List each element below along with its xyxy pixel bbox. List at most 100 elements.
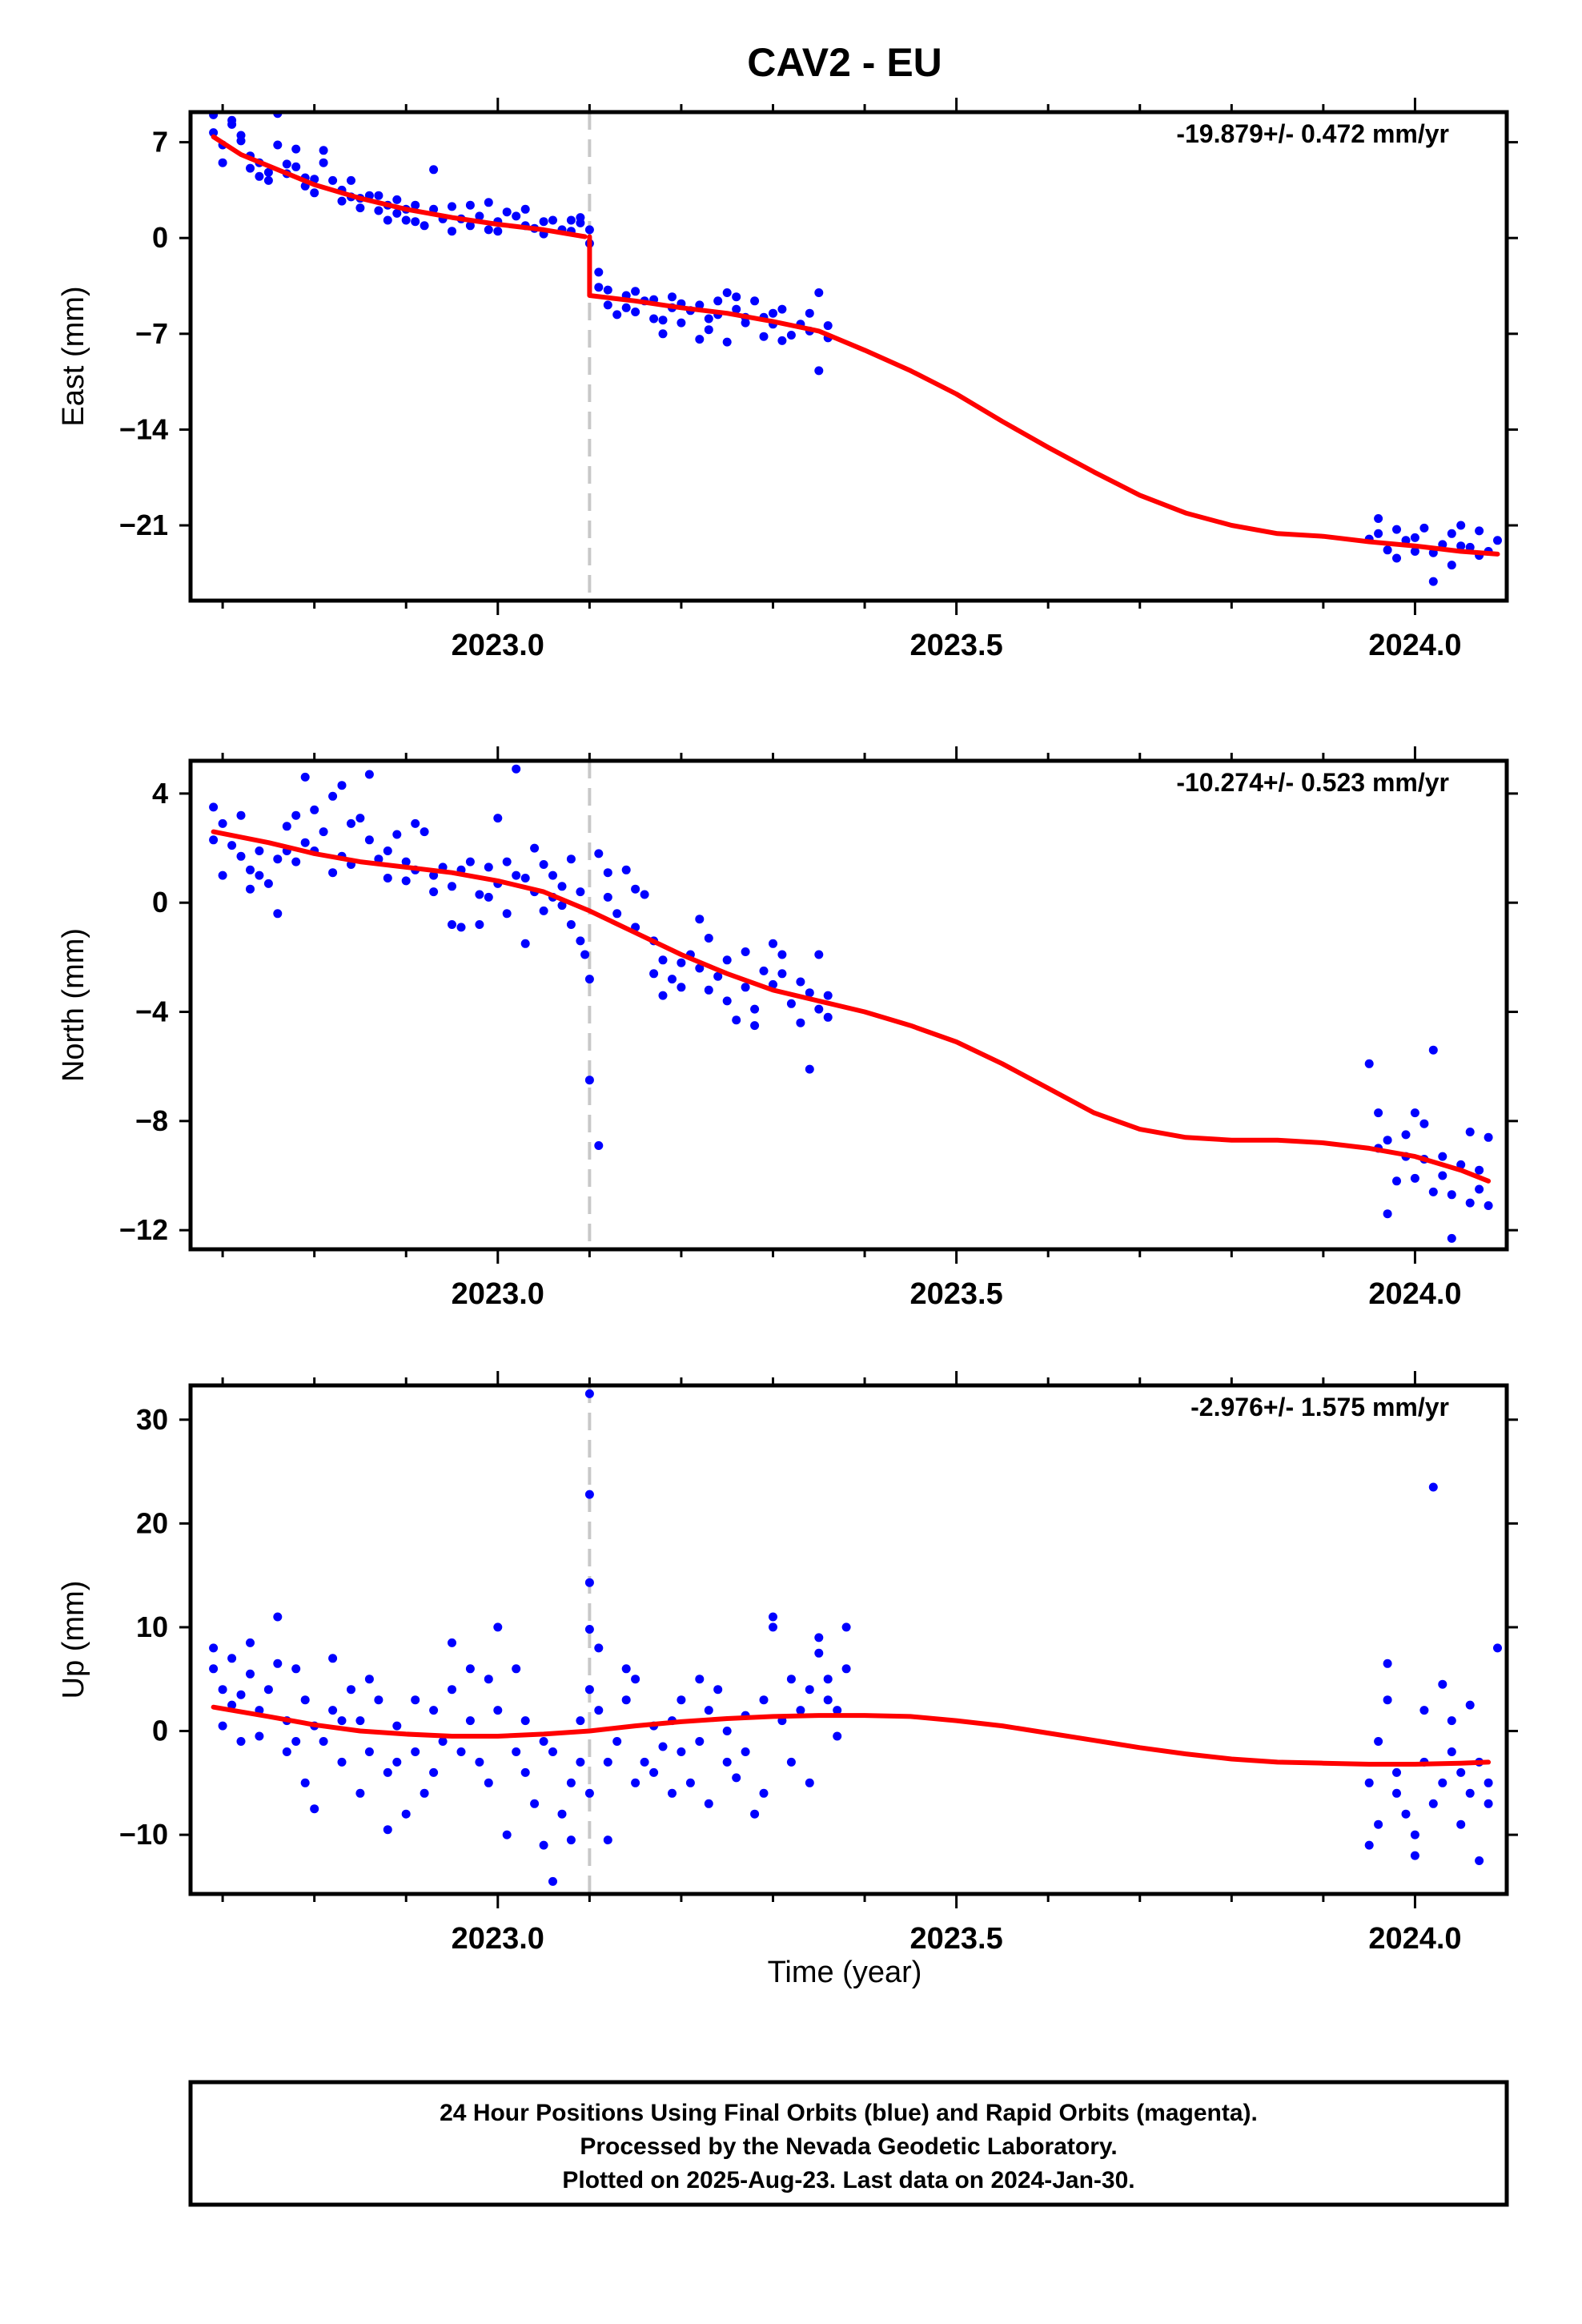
up-panel-point <box>833 1706 842 1715</box>
north-panel-point <box>291 857 301 866</box>
east-panel-point <box>512 211 521 221</box>
up-panel-point <box>512 1664 521 1674</box>
up-panel-point <box>374 1695 383 1705</box>
up-panel-point <box>584 1490 594 1499</box>
footer-line-1: 24 Hour Positions Using Final Orbits (bl… <box>440 2100 1258 2126</box>
up-panel-ytick-label: 20 <box>136 1506 168 1539</box>
up-panel-point <box>584 1389 594 1398</box>
up-panel-point <box>704 1706 713 1715</box>
east-panel-point <box>576 218 585 227</box>
up-panel-point <box>668 1788 677 1798</box>
east-panel-rate-label: -19.879+/- 0.472 mm/yr <box>1176 119 1449 148</box>
east-panel-point <box>484 198 493 207</box>
up-panel-point <box>823 1675 833 1684</box>
east-panel-point <box>448 227 456 236</box>
north-panel-point <box>557 901 567 911</box>
up-panel-point <box>300 1695 310 1705</box>
north-panel-point <box>236 851 246 861</box>
north-panel-point <box>603 868 612 878</box>
east-panel-point <box>493 227 503 236</box>
up-panel-point <box>1383 1695 1392 1705</box>
north-panel-point <box>1410 1108 1419 1118</box>
north-panel-point <box>631 884 640 894</box>
north-panel-point <box>530 843 540 853</box>
up-panel-point <box>1364 1778 1374 1787</box>
east-panel-point <box>1456 541 1466 551</box>
up-panel-point <box>520 1767 530 1777</box>
up-panel-point <box>502 1830 512 1839</box>
north-panel-point <box>1456 1160 1466 1169</box>
north-panel-point <box>448 882 456 891</box>
east-panel-ytick-label: −7 <box>135 317 168 350</box>
up-panel-point <box>1410 1830 1419 1839</box>
up-panel-point <box>355 1788 365 1798</box>
north-panel-xtick-label: 2024.0 <box>1368 1277 1461 1311</box>
north-panel-point <box>649 969 659 979</box>
north-panel-point <box>319 827 328 837</box>
east-panel-point <box>291 144 301 154</box>
up-panel-point <box>383 1825 392 1835</box>
north-panel-point <box>246 865 255 875</box>
east-panel-point <box>273 140 283 150</box>
up-panel-point <box>1438 1679 1447 1689</box>
east-panel-point <box>263 167 273 177</box>
north-panel-point <box>1428 1045 1438 1055</box>
north-panel-point <box>227 841 237 850</box>
north-panel-point <box>1383 1136 1392 1145</box>
north-panel-point <box>273 854 283 864</box>
north-panel-point <box>347 818 355 828</box>
north-panel-point <box>502 909 512 919</box>
east-panel: 7 0 −7 −14 −21 2023.0 2023.5 2024.0 -19.879+/- 0… <box>57 98 1518 662</box>
north-panel-point <box>777 950 787 959</box>
up-panel-point <box>209 1664 219 1674</box>
north-panel-point <box>429 870 439 880</box>
north-panel-point <box>475 890 484 899</box>
up-panel-point <box>355 1716 365 1726</box>
north-panel-point <box>750 1021 760 1031</box>
east-panel-point <box>255 171 264 181</box>
up-panel-point <box>557 1809 567 1819</box>
east-panel-point <box>631 287 640 296</box>
up-panel-point <box>319 1737 328 1746</box>
up-panel-point <box>273 1659 283 1668</box>
east-panel-point <box>786 331 796 340</box>
north-panel-point <box>814 950 824 959</box>
up-panel-point <box>1465 1700 1475 1710</box>
north-panel-point <box>704 934 713 943</box>
east-panel-fit-line <box>587 234 1500 557</box>
up-panel: 30 20 10 0 −10 2023.0 2023.5 2024.0 -2.976+/- 1.… <box>57 1371 1518 1956</box>
up-panel-point <box>685 1778 695 1787</box>
east-panel-point <box>484 225 493 235</box>
east-panel-point <box>631 308 640 316</box>
north-panel-point <box>255 846 264 855</box>
north-panel-point <box>796 977 805 987</box>
east-panel-point <box>227 115 237 125</box>
east-panel-xtick-label: 2023.5 <box>909 629 1002 662</box>
up-panel-point <box>493 1706 503 1715</box>
up-panel-point <box>465 1716 475 1726</box>
up-panel-point <box>1456 1767 1466 1777</box>
up-panel-point <box>576 1716 585 1726</box>
north-panel-point <box>263 879 273 888</box>
east-panel-ytick-label: 0 <box>152 221 168 254</box>
up-panel-point <box>227 1654 237 1663</box>
north-panel-point <box>364 770 374 779</box>
east-panel-point <box>1419 523 1429 533</box>
north-panel-plot-area <box>209 761 1493 1249</box>
north-panel-point <box>291 810 301 820</box>
up-panel-point <box>1419 1706 1429 1715</box>
east-panel-point <box>209 128 219 138</box>
north-panel-point <box>1484 1132 1493 1142</box>
north-panel-point <box>456 923 466 932</box>
east-panel-point <box>263 175 273 185</box>
north-panel: 4 0 −4 −8 −12 2023.0 2023.5 2024.0 -10.274+/- 0.… <box>57 746 1518 1311</box>
east-panel-point <box>722 288 732 297</box>
east-panel-point <box>741 318 750 328</box>
east-panel-point <box>411 200 420 210</box>
north-panel-point <box>337 781 347 790</box>
north-panel-point <box>209 835 219 845</box>
east-panel-point <box>1410 547 1419 556</box>
up-panel-point <box>236 1737 246 1746</box>
north-panel-point <box>364 835 374 845</box>
up-panel-point <box>1374 1737 1383 1746</box>
